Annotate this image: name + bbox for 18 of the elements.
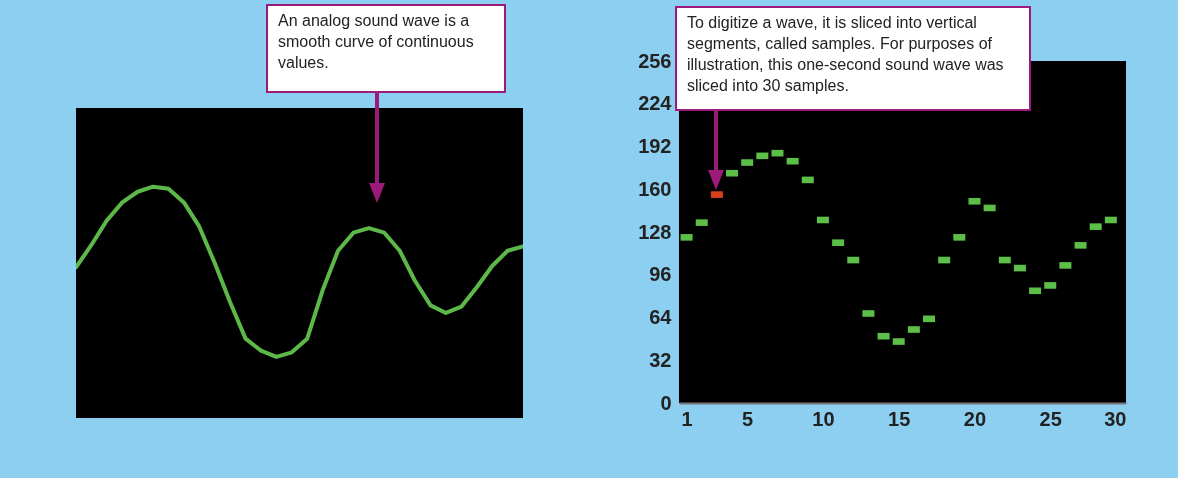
- y-tick-label: 192: [638, 135, 672, 157]
- y-tick-label: 160: [638, 177, 672, 200]
- y-tick-label: 32: [649, 348, 672, 371]
- x-tick-label: 1: [681, 407, 693, 430]
- y-tick-label: 224: [638, 92, 673, 115]
- x-tick-label: 20: [963, 407, 987, 430]
- x-tick-label: 15: [888, 407, 911, 430]
- x-tick-label: 5: [742, 407, 754, 430]
- y-tick-label: 0: [660, 391, 672, 414]
- text: An analog sound wave is a smooth curve of continuous values.: [266, 4, 506, 93]
- y-tick-label: 64: [649, 306, 673, 328]
- x-tick-label: 30: [1104, 407, 1127, 430]
- y-tick-label: 128: [638, 220, 672, 243]
- y-tick-label: 256: [638, 49, 672, 72]
- x-tick-label: 25: [1039, 407, 1062, 430]
- annotation: To digitize a wave, it is sliced into vertical segments, called samples. For purposes of illustration, this one-second sound wave was sliced into 30 samples.: [675, 6, 1031, 111]
- x-tick-label: 10: [812, 407, 835, 430]
- y-tick-label: 96: [649, 263, 672, 286]
